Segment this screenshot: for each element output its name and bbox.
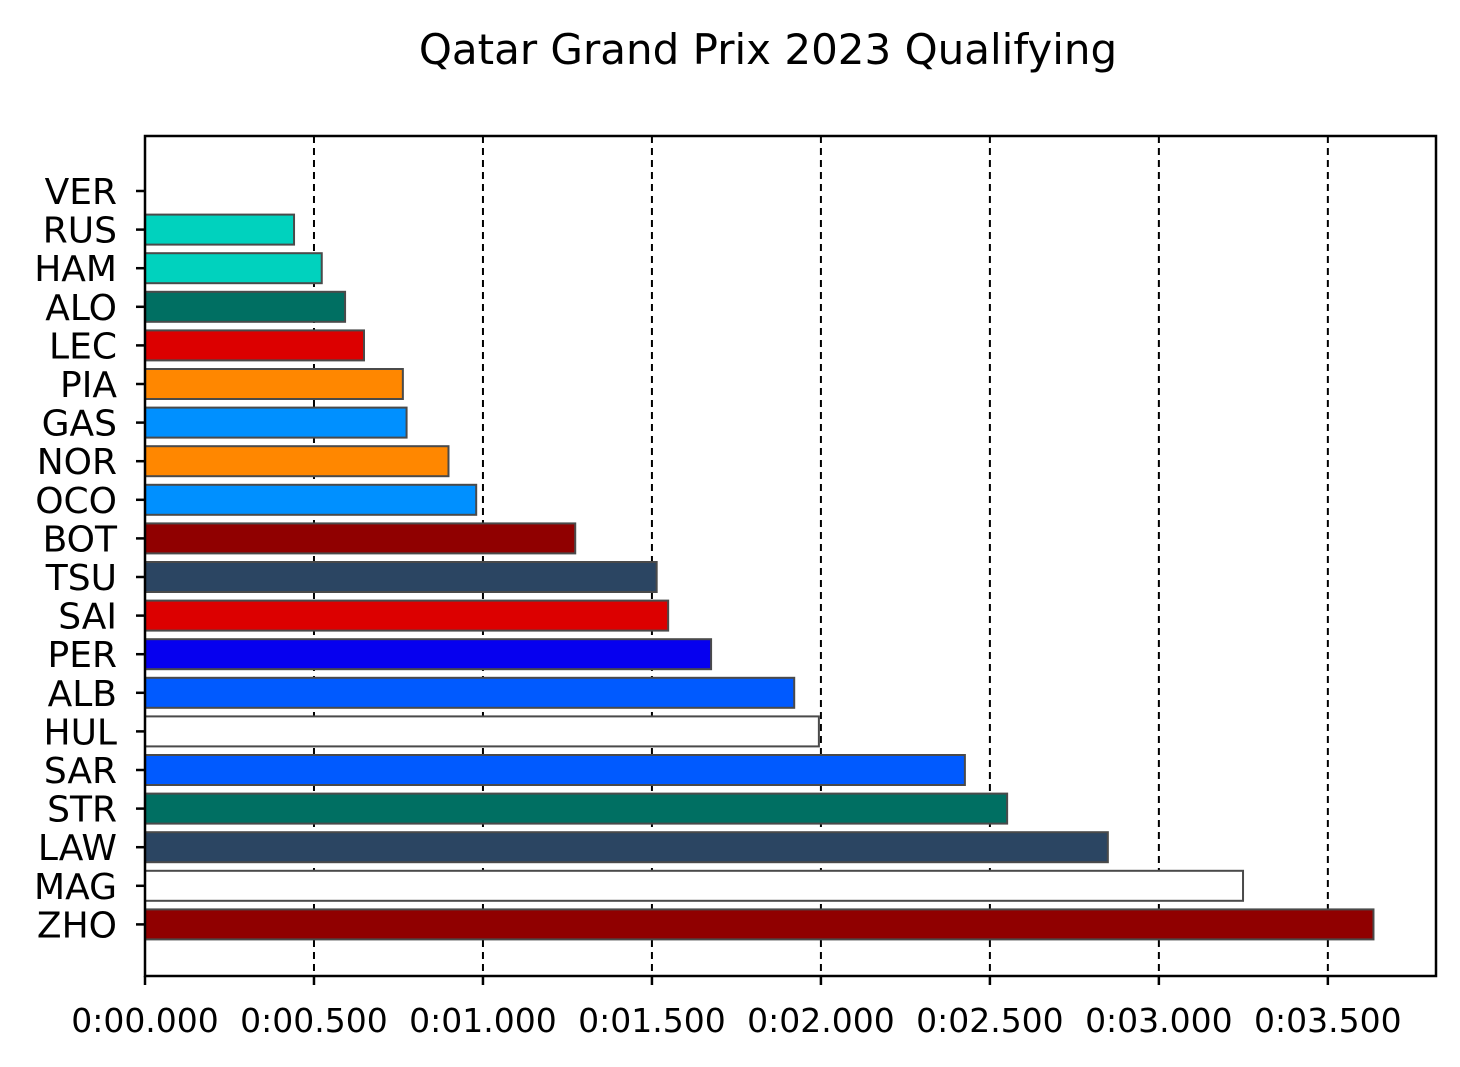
- bar-rus: [144, 213, 296, 246]
- x-tick-label: 0:01.000: [409, 1001, 557, 1040]
- y-tick-label: HUL: [44, 712, 117, 753]
- bar-hul: [144, 715, 820, 748]
- y-tick-label: VER: [45, 172, 117, 213]
- y-tick-label: ZHO: [37, 905, 117, 946]
- bar-sai: [144, 599, 670, 632]
- bar-bot: [144, 522, 577, 555]
- x-tick-label: 0:01.500: [578, 1001, 726, 1040]
- bar-tsu: [144, 561, 658, 593]
- x-tick-label: 0:02.000: [747, 1001, 895, 1040]
- y-tick-label: ALO: [45, 288, 117, 329]
- plot-frame: [143, 134, 1438, 978]
- chart-title: Qatar Grand Prix 2023 Qualifying: [419, 25, 1117, 74]
- bar-nor: [144, 445, 450, 478]
- bar-pia: [144, 368, 404, 400]
- bar-str: [144, 792, 1009, 825]
- bar-zho: [144, 908, 1375, 941]
- y-tick-label: GAS: [42, 404, 117, 445]
- y-tick-label: STR: [47, 790, 117, 831]
- y-tick-label: SAR: [44, 751, 117, 792]
- bar-law: [144, 831, 1109, 864]
- x-tick-labels: 0:00.000 0:00.500 0:01.000 0:01.500 0:02.000…: [71, 976, 1402, 1040]
- y-tick-label: RUS: [43, 211, 117, 252]
- bar-sar: [144, 754, 966, 786]
- y-tick-label: PIA: [60, 365, 117, 406]
- x-tick-label: 0:00.500: [240, 1001, 388, 1040]
- x-tick-label: 0:03.000: [1085, 1001, 1233, 1040]
- bars: [144, 213, 1375, 941]
- y-tick-label: LAW: [38, 828, 117, 869]
- bar-mag: [144, 869, 1245, 902]
- x-tick-label: 0:02.500: [916, 1001, 1064, 1040]
- y-tick-labels: VERRUSHAMALOLECPIAGASNOROCOBOTTSUSAIPERA…: [34, 172, 145, 946]
- x-tick-label: 0:00.000: [71, 1001, 219, 1040]
- y-tick-label: MAG: [34, 867, 117, 908]
- bar-alo: [144, 290, 347, 323]
- bar-gas: [144, 406, 408, 439]
- y-tick-label: NOR: [37, 442, 117, 483]
- x-tick-label: 0:03.500: [1254, 1001, 1402, 1040]
- y-tick-label: BOT: [43, 519, 118, 560]
- bar-oco: [144, 483, 478, 516]
- y-tick-label: LEC: [49, 326, 117, 367]
- y-tick-label: SAI: [58, 597, 117, 638]
- bar-per: [144, 638, 713, 671]
- bar-lec: [144, 329, 365, 362]
- bar-ham: [144, 252, 323, 285]
- y-tick-label: HAM: [34, 249, 117, 290]
- bar-alb: [144, 676, 796, 709]
- y-tick-label: TSU: [45, 558, 117, 599]
- y-tick-label: ALB: [48, 674, 117, 715]
- y-tick-label: OCO: [35, 481, 117, 522]
- y-tick-label: PER: [48, 635, 117, 676]
